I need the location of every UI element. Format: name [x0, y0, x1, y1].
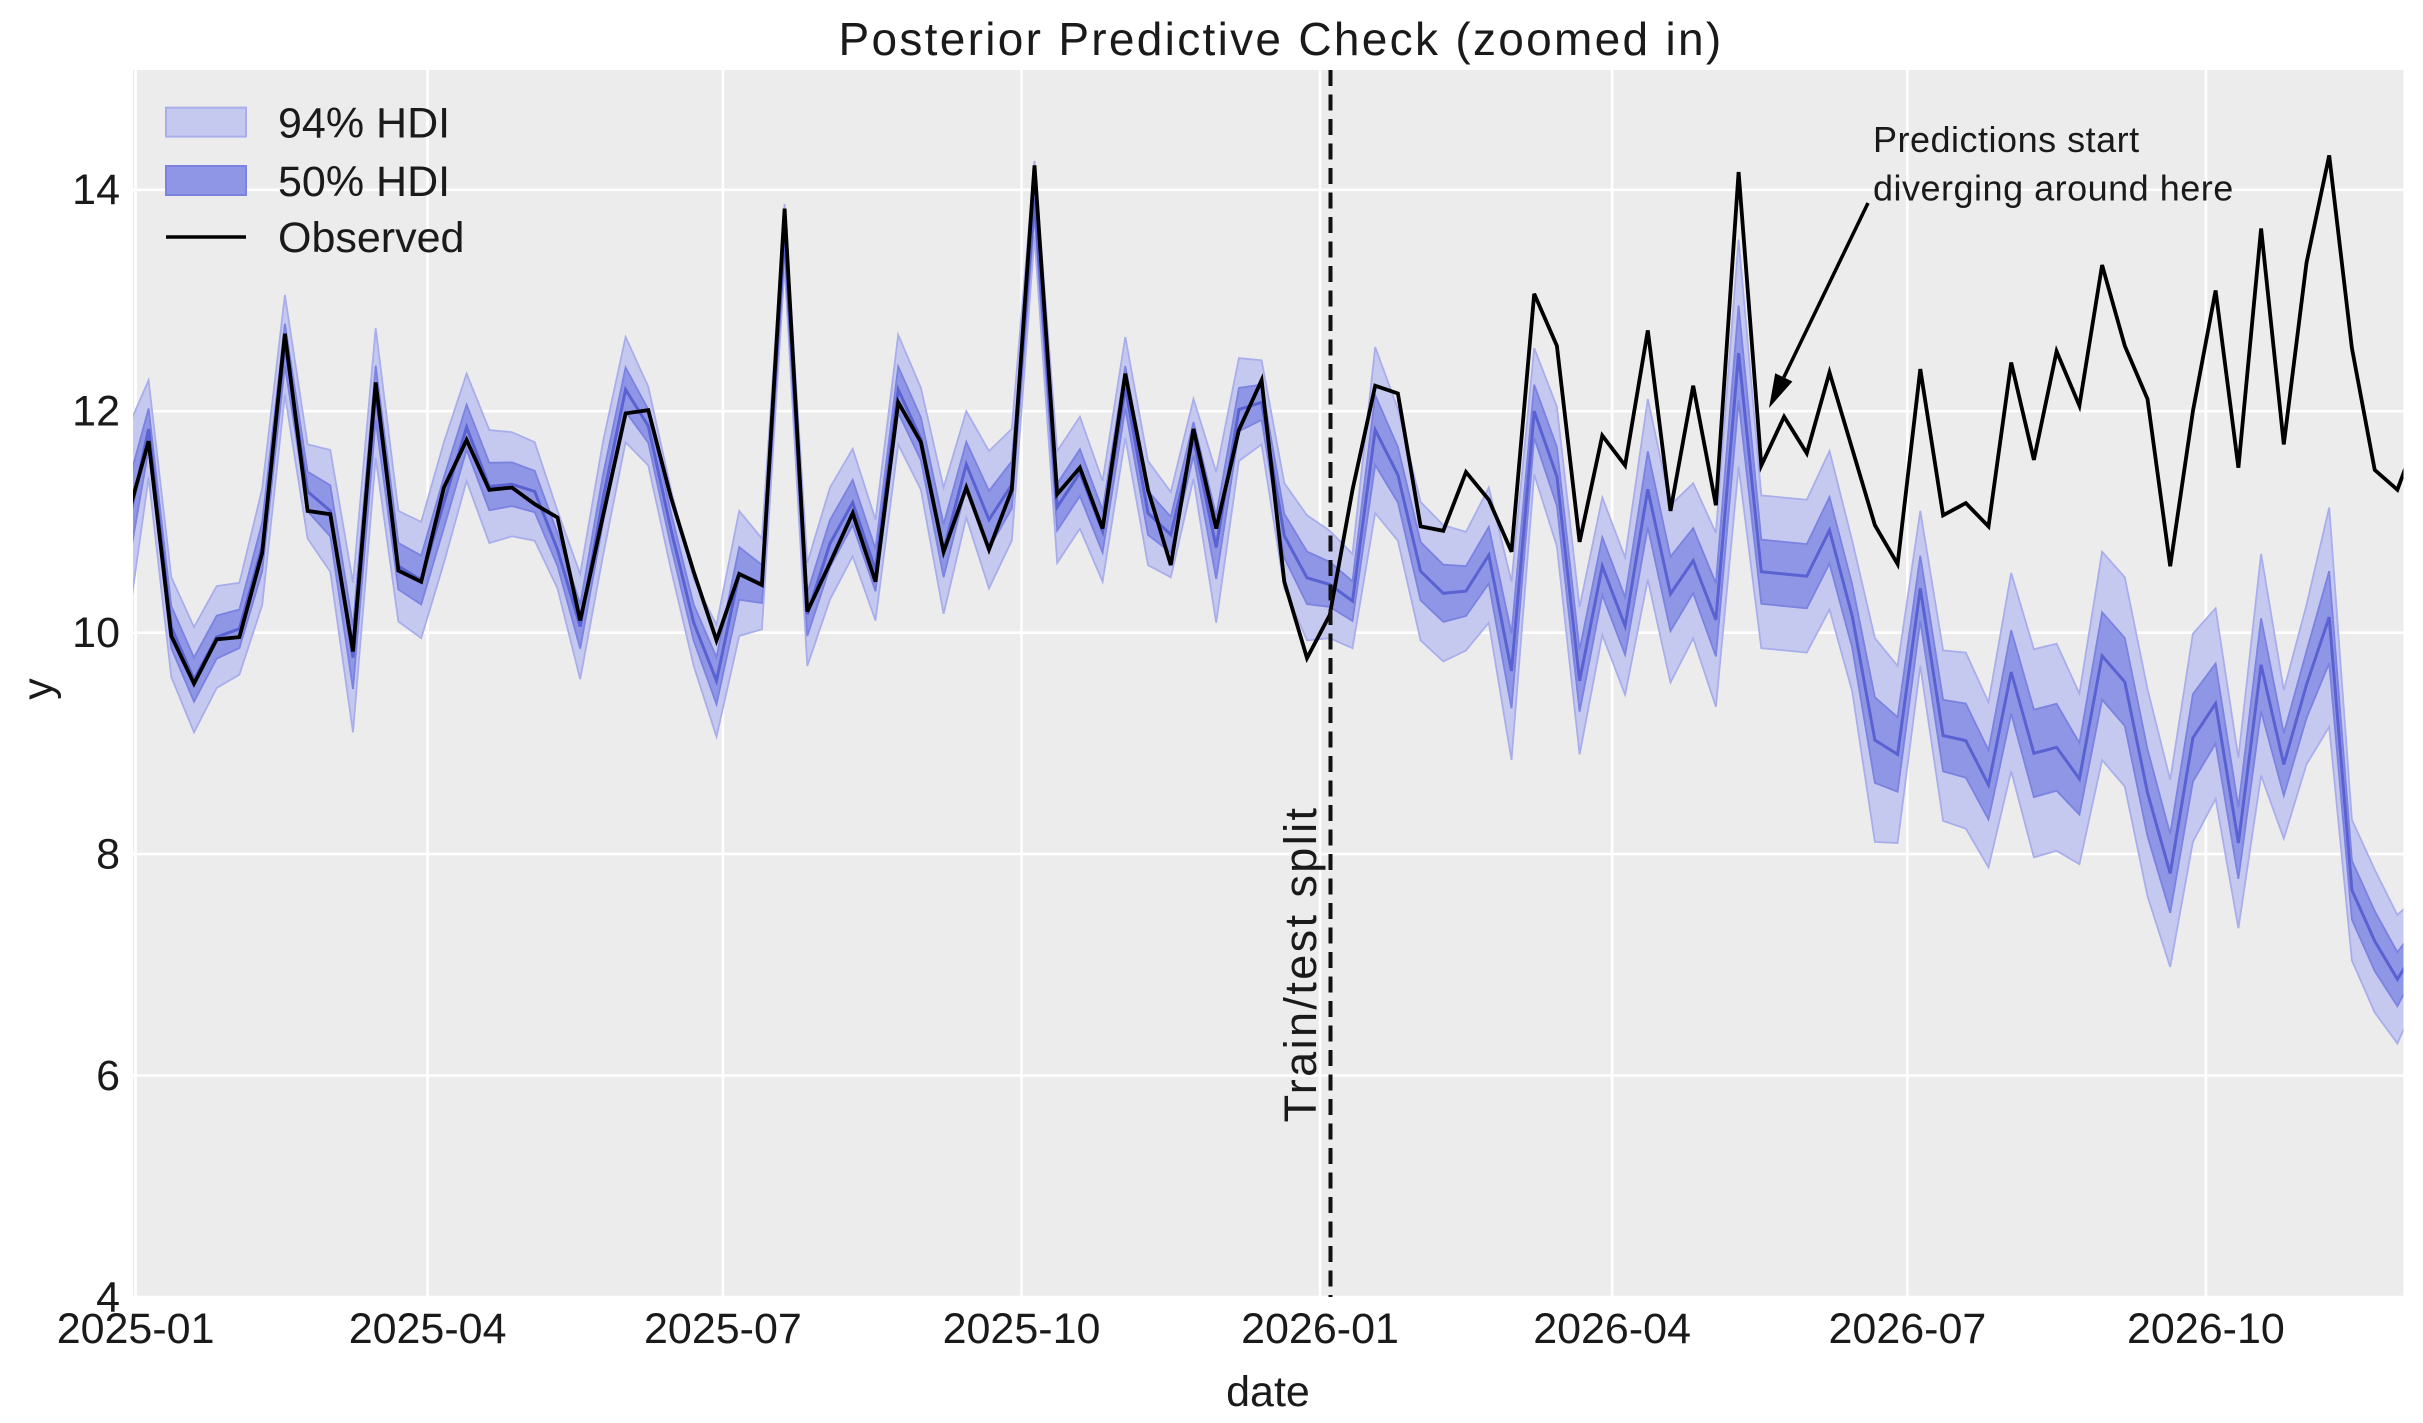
svg-text:2026-10: 2026-10	[2127, 1305, 2285, 1353]
svg-text:diverging around here: diverging around here	[1873, 168, 2234, 209]
svg-text:50% HDI: 50% HDI	[278, 158, 450, 206]
svg-text:94% HDI: 94% HDI	[278, 100, 450, 148]
svg-text:Predictions start: Predictions start	[1873, 119, 2140, 160]
svg-text:2025-04: 2025-04	[349, 1305, 507, 1353]
svg-text:Posterior Predictive Check (zo: Posterior Predictive Check (zoomed in)	[838, 13, 1723, 65]
svg-text:date: date	[1226, 1368, 1310, 1416]
svg-text:2025-07: 2025-07	[644, 1305, 802, 1353]
svg-text:4: 4	[96, 1274, 120, 1322]
svg-text:6: 6	[96, 1052, 120, 1100]
svg-text:12: 12	[72, 388, 120, 436]
svg-text:2026-04: 2026-04	[1533, 1305, 1691, 1353]
svg-text:10: 10	[72, 609, 120, 657]
svg-text:2025-01: 2025-01	[57, 1305, 215, 1353]
svg-text:2025-10: 2025-10	[943, 1305, 1101, 1353]
svg-text:y: y	[14, 678, 62, 700]
svg-text:Observed: Observed	[278, 214, 464, 262]
svg-text:Train/test split: Train/test split	[1275, 806, 1326, 1123]
svg-text:8: 8	[96, 831, 120, 879]
svg-text:2026-07: 2026-07	[1828, 1305, 1986, 1353]
svg-text:14: 14	[72, 166, 120, 214]
svg-text:2026-01: 2026-01	[1241, 1305, 1399, 1353]
